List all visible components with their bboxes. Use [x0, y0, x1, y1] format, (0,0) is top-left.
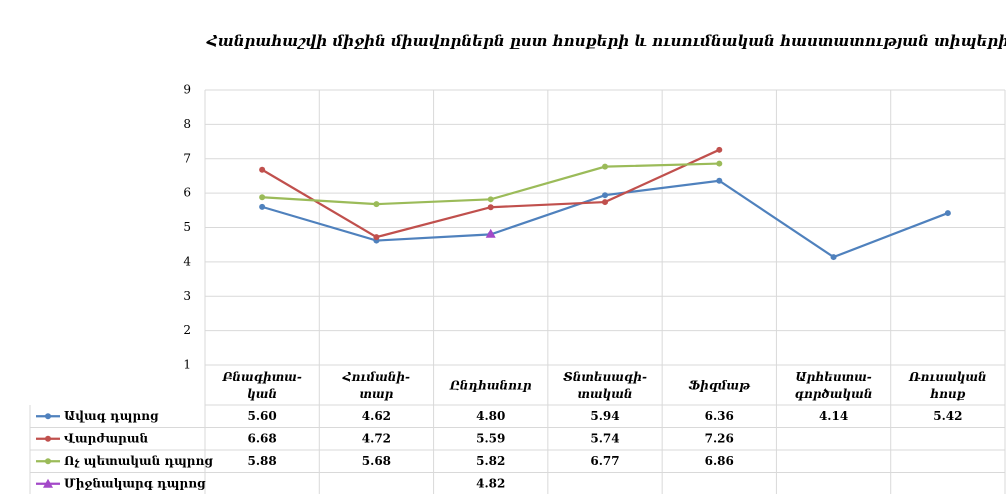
table-value: 4.72	[362, 431, 391, 445]
x-tick-label: Ընդհանուր	[449, 379, 532, 393]
table-value: 5.94	[590, 409, 619, 423]
marker	[716, 146, 723, 153]
marker	[259, 166, 266, 173]
chart-title: Հանրահաշվի միջին միավորներն ըստ հոսքերի …	[206, 32, 1006, 50]
marker	[259, 194, 266, 201]
x-tick-label: տական	[577, 387, 632, 401]
table-value: 4.82	[476, 476, 505, 490]
marker	[373, 234, 380, 241]
marker	[944, 210, 951, 217]
marker	[716, 160, 723, 167]
legend-label: Ավագ դպրոց	[64, 409, 159, 423]
marker	[602, 192, 608, 199]
x-tick-label: գործական	[795, 387, 873, 401]
table-value: 4.62	[362, 409, 391, 423]
table-value: 4.14	[819, 409, 848, 423]
legend-marker	[45, 458, 51, 465]
marker	[373, 201, 380, 208]
x-tick-label: հոսք	[929, 387, 965, 401]
x-tick-label: կան	[247, 387, 277, 401]
table-value: 5.60	[248, 409, 277, 423]
x-tick-label: Բնագիտա-	[221, 370, 301, 384]
legend-label: Վարժարան	[64, 431, 149, 445]
y-tick-label: 1	[183, 358, 191, 372]
y-tick-label: 9	[183, 83, 191, 97]
y-tick-label: 8	[183, 117, 191, 131]
table-value: 5.68	[362, 454, 391, 468]
legend-marker	[45, 413, 51, 420]
marker	[602, 199, 608, 206]
y-tick-label: 6	[183, 186, 191, 200]
marker	[602, 163, 608, 170]
legend-label: Միջնակարգ դպրոց	[64, 476, 206, 490]
y-tick-label: 2	[183, 323, 191, 337]
x-tick-label: Ֆիզմաթ	[689, 379, 751, 393]
marker	[259, 203, 266, 210]
x-tick-label: Տնտեսագի-	[563, 370, 647, 384]
table-value: 6.86	[705, 454, 734, 468]
marker	[487, 204, 494, 211]
marker	[830, 254, 837, 261]
table-value: 4.80	[476, 409, 505, 423]
table-value: 5.88	[248, 454, 277, 468]
y-tick-label: 7	[183, 151, 191, 165]
legend-marker	[45, 435, 51, 442]
marker	[485, 228, 496, 238]
y-tick-label: 3	[183, 289, 191, 303]
legend-label: Ոչ պետական դպրոց	[64, 454, 213, 468]
table-value: 6.77	[590, 454, 619, 468]
x-tick-label: Ռուսական	[908, 370, 987, 384]
marker	[716, 177, 723, 184]
marker	[487, 196, 494, 203]
y-tick-label: 4	[183, 254, 191, 268]
x-tick-label: տար	[360, 387, 394, 401]
table-value: 5.82	[476, 454, 505, 468]
x-tick-label: Արհեստա-	[795, 370, 871, 384]
legend-marker	[43, 478, 53, 488]
table-value: 7.26	[705, 431, 734, 445]
x-tick-label: Հումանի-	[342, 370, 410, 384]
table-value: 6.36	[705, 409, 734, 423]
y-tick-label: 5	[183, 220, 191, 234]
table-value: 5.59	[476, 431, 505, 445]
table-value: 5.74	[590, 431, 619, 445]
table-value: 6.68	[248, 431, 277, 445]
table-value: 5.42	[933, 409, 962, 423]
